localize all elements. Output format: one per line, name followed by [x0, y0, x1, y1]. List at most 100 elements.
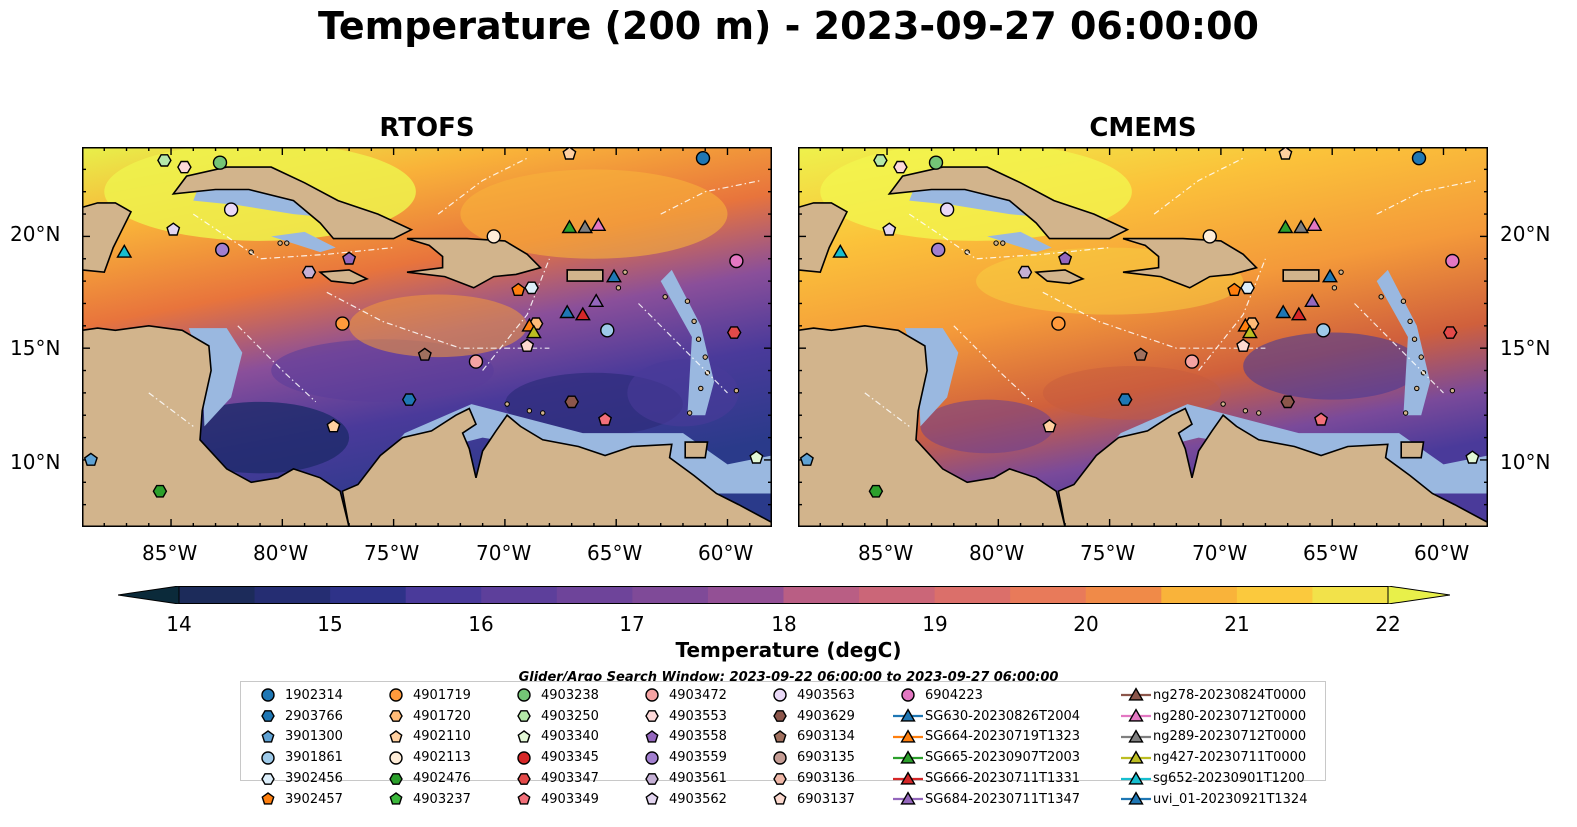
legend-marker: [1121, 708, 1151, 722]
legend-marker: [389, 688, 403, 703]
lon-label-70w-rtofs: 70°W: [476, 541, 532, 565]
legend-label: 6903134: [797, 729, 855, 745]
legend-marker: [893, 791, 923, 805]
small-island: [1411, 336, 1418, 342]
legend-marker: [893, 729, 923, 743]
lat-label-10n-right: 10°N: [1500, 450, 1551, 474]
legend-label: SG684-20230711T1347: [925, 791, 1081, 807]
observation-marker: [605, 268, 622, 283]
observation-marker: [931, 242, 946, 258]
legend-label: 6903136: [797, 771, 855, 787]
eez-boundary-line: [953, 325, 1033, 403]
legend-marker: [645, 792, 659, 805]
observation-marker: [1293, 219, 1310, 234]
legend-marker: [389, 751, 403, 765]
hispaniola-island: [406, 237, 543, 289]
map-frame: [82, 147, 772, 527]
legend-entry: 2903766: [251, 706, 343, 727]
legend-triangle-marker: [1128, 770, 1144, 785]
legend-marker: [773, 751, 787, 765]
legend-label: 6904223: [925, 687, 983, 703]
temperature-anomaly: [627, 359, 739, 427]
temperature-anomaly: [1243, 332, 1422, 400]
eez-boundary-line: [638, 303, 728, 394]
legend-entry: 4903558: [635, 727, 727, 748]
lon-label-70w-cmems: 70°W: [1192, 541, 1248, 565]
legend-entry: 4902113: [379, 747, 471, 768]
legend-pentagon-marker: [773, 792, 787, 805]
observation-marker: [1278, 147, 1293, 160]
observation-marker: [564, 395, 580, 409]
colorbar-segment: [179, 586, 256, 604]
legend-entry: SG665-20230907T2003: [891, 747, 1080, 768]
legend-marker: [261, 792, 275, 805]
eez-boundary-line: [1376, 179, 1478, 215]
observation-marker: [525, 324, 542, 339]
legend-hexagon-marker: [517, 772, 531, 785]
observation-marker: [215, 242, 230, 258]
legend-entry: SG684-20230711T1347: [891, 789, 1080, 810]
legend-triangle-marker: [900, 770, 916, 785]
observation-marker: [301, 265, 317, 279]
legend-label: SG664-20230719T1323: [925, 729, 1081, 745]
legend-circle-marker: [645, 751, 659, 765]
legend-label: 4903553: [669, 708, 727, 724]
legend-marker: [1121, 749, 1151, 764]
legend-entry: 4903629: [763, 706, 855, 727]
legend-marker: [773, 772, 787, 785]
small-island: [1220, 401, 1226, 407]
legend-entry: 3901300: [251, 727, 343, 748]
observation-marker: [223, 202, 239, 217]
cmems-map: [798, 147, 1488, 527]
legend-circle-marker: [261, 751, 275, 765]
cuba-island: [171, 166, 414, 240]
legend-entry: ng280-20230712T0000: [1119, 706, 1307, 727]
temperature-colorbar: [118, 586, 1450, 604]
legend-circle-marker: [389, 751, 403, 765]
lat-label-10n-left: 10°N: [10, 450, 61, 474]
legend-circle-marker: [901, 688, 915, 703]
lon-label-65w-rtofs: 65°W: [587, 541, 643, 565]
continental-shelf: [271, 231, 336, 253]
rtofs-map: [82, 147, 772, 527]
legend-marker: [261, 730, 275, 743]
legend-entry: 4903553: [635, 706, 727, 727]
legend-entry: 6903137: [763, 789, 855, 810]
legend-label: 4903561: [669, 771, 727, 787]
legend-label: 4903563: [797, 687, 855, 703]
search-window-note: Glider/Argo Search Window: 2023-09-22 06…: [518, 670, 1059, 682]
legend-label: 6903137: [797, 791, 855, 807]
legend-label: ng280-20230712T0000: [1153, 708, 1307, 724]
legend-circle-marker: [773, 688, 787, 703]
small-island: [1449, 387, 1456, 394]
legend-label: 4903349: [541, 791, 599, 807]
lon-label-80w-rtofs: 80°W: [253, 541, 309, 565]
central-america-landmass: [82, 324, 350, 527]
small-island: [1242, 408, 1249, 414]
legend-entry: 6904223: [891, 685, 1080, 706]
observation-marker: [577, 219, 594, 234]
legend-circle-marker: [517, 688, 531, 703]
legend-pentagon-marker: [773, 730, 787, 743]
lon-label-65w-cmems: 65°W: [1303, 541, 1359, 565]
observation-marker: [524, 281, 539, 295]
legend-marker: [517, 751, 531, 765]
legend-entry: 4903347: [507, 768, 599, 789]
colorbar-segment: [1161, 586, 1238, 604]
legend-hexagon-marker: [389, 772, 403, 785]
legend-label: 4903250: [541, 708, 599, 724]
legend-column: 4903238 4903250 4903340 4903345 4903347 49033…: [507, 685, 599, 810]
small-island: [277, 240, 283, 246]
legend-triangle-marker: [1128, 791, 1144, 805]
observation-marker: [511, 282, 526, 297]
legend-column: 4903472 4903553 4903558 4903559 4903561 49035…: [635, 685, 727, 810]
legend-marker: [893, 770, 923, 785]
puerto-rico-island: [566, 269, 604, 282]
legend-label: SG666-20230711T1331: [925, 771, 1081, 787]
colorbar-segment: [707, 586, 784, 604]
legend-marker: [517, 710, 531, 723]
colorbar-segment: [859, 586, 936, 604]
colorbar-frame: [178, 586, 1389, 604]
legend-hexagon-marker: [773, 710, 787, 723]
legend-entry: ng289-20230712T0000: [1119, 727, 1307, 748]
